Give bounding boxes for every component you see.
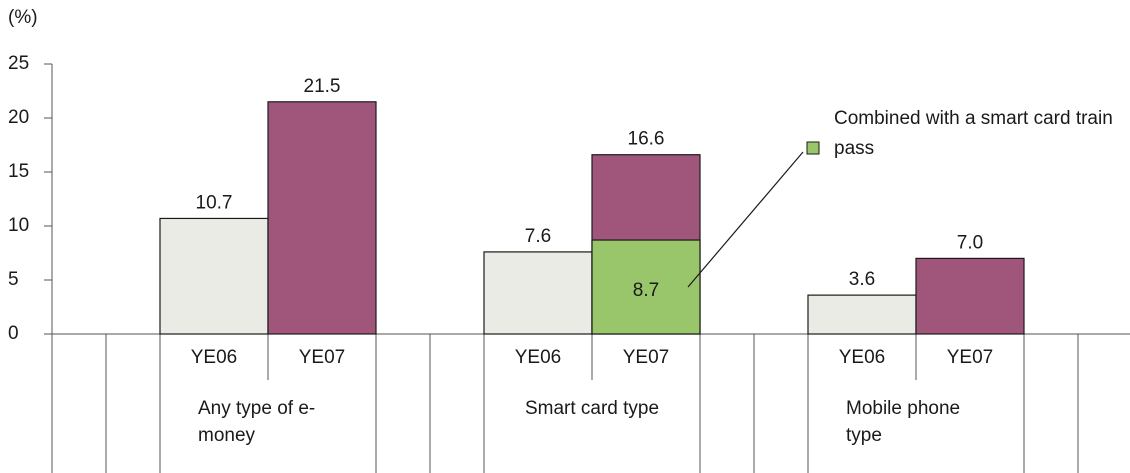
x-tick-label: YE07 bbox=[947, 347, 993, 368]
x-tick-label: YE07 bbox=[299, 347, 345, 368]
x-tick-label: YE06 bbox=[515, 347, 561, 368]
data-label: 16.6 bbox=[628, 129, 665, 150]
bar bbox=[267, 101, 377, 335]
data-label: 21.5 bbox=[304, 76, 341, 97]
data-label: 3.6 bbox=[849, 269, 875, 290]
category-label: Smart card type bbox=[524, 398, 660, 419]
y-tick-label: 20 bbox=[8, 107, 29, 128]
category-label: Mobile phone type bbox=[846, 398, 961, 446]
category-label-box: Smart card type bbox=[484, 395, 700, 422]
category-label-box: Mobile phone type bbox=[808, 395, 1024, 449]
x-tick-label: YE06 bbox=[839, 347, 885, 368]
data-label: 8.7 bbox=[633, 280, 659, 301]
y-tick-label: 0 bbox=[8, 323, 19, 344]
x-tick-label: YE06 bbox=[191, 347, 237, 368]
data-label: 7.6 bbox=[525, 226, 551, 247]
y-tick-label: 15 bbox=[8, 161, 29, 182]
y-tick-label: 10 bbox=[8, 215, 29, 236]
bar bbox=[159, 217, 269, 335]
y-axis-label: (%) bbox=[8, 7, 38, 28]
bar bbox=[807, 294, 917, 335]
bar bbox=[915, 257, 1025, 335]
category-label: Any type of e-money bbox=[198, 398, 316, 446]
legend-swatch bbox=[806, 141, 820, 155]
x-tick-label: YE07 bbox=[623, 347, 669, 368]
bar bbox=[483, 251, 593, 335]
category-label-box: Any type of e-money bbox=[160, 395, 376, 449]
bar bbox=[591, 239, 701, 335]
leader-line bbox=[687, 151, 804, 288]
data-label: 7.0 bbox=[957, 232, 983, 253]
y-tick-label: 5 bbox=[8, 269, 19, 290]
annotation: Combined with a smart card train pass bbox=[834, 108, 1113, 159]
y-tick-label: 25 bbox=[8, 53, 29, 74]
data-label: 10.7 bbox=[196, 192, 233, 213]
